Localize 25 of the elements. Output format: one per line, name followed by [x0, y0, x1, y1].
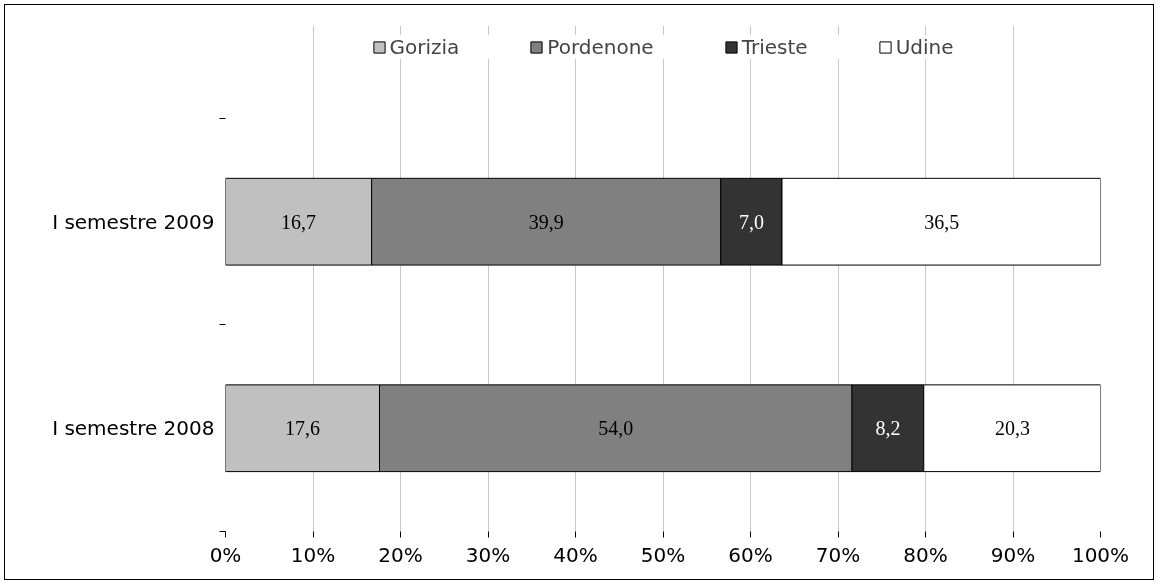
x-tick-label: 10% — [290, 542, 336, 567]
data-label: 8,2 — [875, 417, 901, 440]
x-tick-label: 80% — [903, 542, 948, 567]
data-label: 54,0 — [598, 417, 634, 440]
y-tick-label: I semestre 2008 — [52, 416, 215, 441]
data-label: 17,6 — [285, 417, 320, 440]
y-tick-label: I semestre 2009 — [52, 209, 215, 234]
legend-label: Pordenone — [547, 35, 654, 59]
x-tick-label: 40% — [553, 542, 598, 567]
legend-label: Udine — [895, 35, 954, 59]
x-tick-label: 100% — [1071, 542, 1130, 567]
legend-label: Trieste — [741, 35, 808, 59]
data-label: 7,0 — [738, 210, 764, 233]
x-tick-label: 30% — [465, 542, 511, 567]
data-label: 20,3 — [995, 417, 1031, 440]
data-label: 16,7 — [281, 210, 317, 233]
legend-label: Gorizia — [389, 35, 460, 59]
x-tick-label: 90% — [990, 542, 1036, 567]
x-tick-label: 0% — [209, 542, 242, 567]
x-tick-label: 50% — [640, 542, 686, 567]
x-tick-label: 60% — [728, 542, 773, 567]
x-tick-label: 70% — [815, 542, 861, 567]
data-label: 36,5 — [924, 210, 960, 233]
x-tick-label: 20% — [378, 542, 423, 567]
data-label: 39,9 — [528, 210, 564, 233]
